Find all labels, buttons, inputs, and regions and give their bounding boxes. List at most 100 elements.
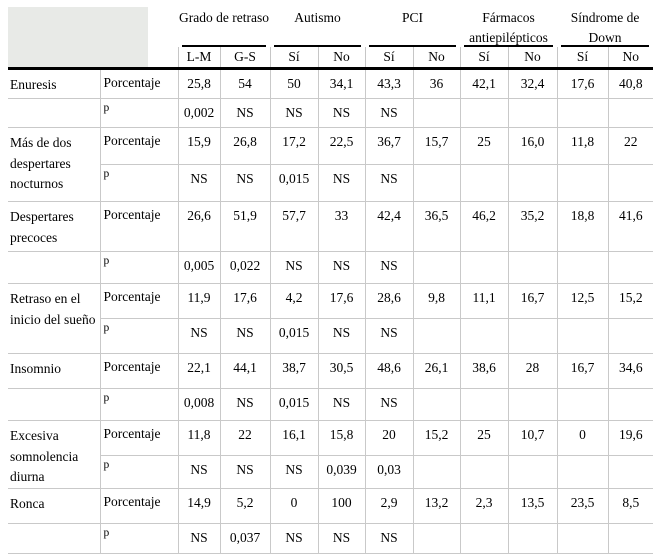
p-value xyxy=(607,163,654,202)
porcentaje-value: 0 xyxy=(556,419,609,456)
p-value: NS xyxy=(364,523,414,555)
porcentaje-value: 17,2 xyxy=(269,126,319,165)
porcentaje-value: 42,1 xyxy=(459,67,509,99)
group-underline xyxy=(369,45,457,48)
porcentaje-value: 13,2 xyxy=(412,488,461,525)
porcentaje-value: 50 xyxy=(269,67,319,99)
header-corner-cell xyxy=(8,7,178,70)
porcentaje-value: 26,1 xyxy=(412,352,461,389)
group-underline xyxy=(182,45,266,48)
p-value: NS xyxy=(177,454,221,490)
p-value xyxy=(507,454,558,490)
p-value: 0,022 xyxy=(219,250,271,284)
p-value: 0,015 xyxy=(269,317,319,354)
porcentaje-value: 41,6 xyxy=(607,200,654,252)
p-value xyxy=(412,97,461,128)
table-header: Grado de retraso Autismo PCI Fármacos an… xyxy=(8,7,654,70)
porcentaje-value: 36,5 xyxy=(412,200,461,252)
subheader-farmacos-no: No xyxy=(507,47,558,70)
subheader-autismo-no: No xyxy=(317,47,366,70)
porcentaje-value: 2,9 xyxy=(364,488,414,525)
porcentaje-value: 44,1 xyxy=(219,352,271,389)
porcentaje-value: 22,5 xyxy=(317,126,366,165)
group-label: Síndrome de Down xyxy=(570,10,640,45)
p-value: NS xyxy=(317,523,366,555)
porcentaje-value: 11,9 xyxy=(177,282,221,319)
p-value xyxy=(607,454,654,490)
p-value xyxy=(556,250,609,284)
subheader-autismo-si: Sí xyxy=(269,47,318,70)
porcentaje-value: 34,1 xyxy=(317,67,366,99)
porcentaje-label: Porcentaje xyxy=(99,352,179,389)
p-value: NS xyxy=(364,97,414,128)
porcentaje-value: 28 xyxy=(507,352,558,389)
p-value xyxy=(607,523,654,555)
condition-label: Ronca xyxy=(8,488,101,525)
porcentaje-value: 13,5 xyxy=(507,488,558,525)
p-value: NS xyxy=(364,250,414,284)
group-label: Autismo xyxy=(294,10,341,25)
condition-label: Retraso en el inicio del sueño xyxy=(8,282,101,354)
porcentaje-value: 16,7 xyxy=(556,352,609,389)
p-value: 0,039 xyxy=(317,454,366,490)
porcentaje-value: 42,4 xyxy=(364,200,414,252)
p-value xyxy=(459,523,509,555)
group-header-autismo: Autismo xyxy=(270,7,365,48)
p-value: 0,015 xyxy=(269,387,319,421)
porcentaje-value: 36,7 xyxy=(364,126,414,165)
porcentaje-value: 16,7 xyxy=(507,282,558,319)
porcentaje-value: 8,5 xyxy=(607,488,654,525)
porcentaje-value: 10,7 xyxy=(507,419,558,456)
p-value: NS xyxy=(219,454,271,490)
p-value: NS xyxy=(177,523,221,555)
p-value: NS xyxy=(219,317,271,354)
p-value: NS xyxy=(269,97,319,128)
porcentaje-value: 17,6 xyxy=(219,282,271,319)
p-value xyxy=(412,317,461,354)
table-row-p: p NS NS 0,015 NS NS xyxy=(8,317,654,354)
group-header-sindrome-de-down: Síndrome de Down xyxy=(557,7,653,48)
p-value: NS xyxy=(177,317,221,354)
table-row-p: p 0,008 NS 0,015 NS NS xyxy=(8,387,654,421)
condition-empty-cell xyxy=(8,250,101,284)
porcentaje-value: 2,3 xyxy=(459,488,509,525)
porcentaje-value: 36 xyxy=(412,67,461,99)
p-value xyxy=(556,454,609,490)
sleep-problems-table-wrap: Grado de retraso Autismo PCI Fármacos an… xyxy=(8,7,654,555)
p-value xyxy=(556,387,609,421)
porcentaje-value: 9,8 xyxy=(412,282,461,319)
porcentaje-value: 14,9 xyxy=(177,488,221,525)
porcentaje-label: Porcentaje xyxy=(99,67,179,99)
subheader-farmacos-si: Sí xyxy=(459,47,509,70)
p-value xyxy=(507,317,558,354)
porcentaje-value: 18,8 xyxy=(556,200,609,252)
p-value: NS xyxy=(317,317,366,354)
porcentaje-value: 15,9 xyxy=(177,126,221,165)
table-row-p: p 0,005 0,022 NS NS NS xyxy=(8,250,654,284)
porcentaje-value: 38,7 xyxy=(269,352,319,389)
p-value xyxy=(556,163,609,202)
porcentaje-value: 22 xyxy=(607,126,654,165)
porcentaje-value: 11,8 xyxy=(556,126,609,165)
p-value: NS xyxy=(317,387,366,421)
porcentaje-value: 0 xyxy=(269,488,319,525)
porcentaje-value: 54 xyxy=(219,67,271,99)
porcentaje-value: 22,1 xyxy=(177,352,221,389)
porcentaje-value: 16,0 xyxy=(507,126,558,165)
p-value: NS xyxy=(317,97,366,128)
p-value xyxy=(412,387,461,421)
porcentaje-value: 43,3 xyxy=(364,67,414,99)
subheader-row: L-M G-S Sí No Sí No Sí No Sí No xyxy=(8,47,654,70)
p-value xyxy=(459,250,509,284)
p-value xyxy=(507,387,558,421)
p-value xyxy=(607,387,654,421)
porcentaje-value: 4,2 xyxy=(269,282,319,319)
porcentaje-value: 15,2 xyxy=(412,419,461,456)
table-row-porcentaje: Insomnio Porcentaje 22,1 44,1 38,7 30,5 48,6 26… xyxy=(8,352,654,389)
p-value: NS xyxy=(364,317,414,354)
porcentaje-value: 57,7 xyxy=(269,200,319,252)
porcentaje-value: 38,6 xyxy=(459,352,509,389)
porcentaje-value: 25 xyxy=(459,126,509,165)
table-row-porcentaje: Despertares precoces Porcentaje 26,6 51,9 57… xyxy=(8,200,654,252)
p-label: p xyxy=(99,387,179,421)
